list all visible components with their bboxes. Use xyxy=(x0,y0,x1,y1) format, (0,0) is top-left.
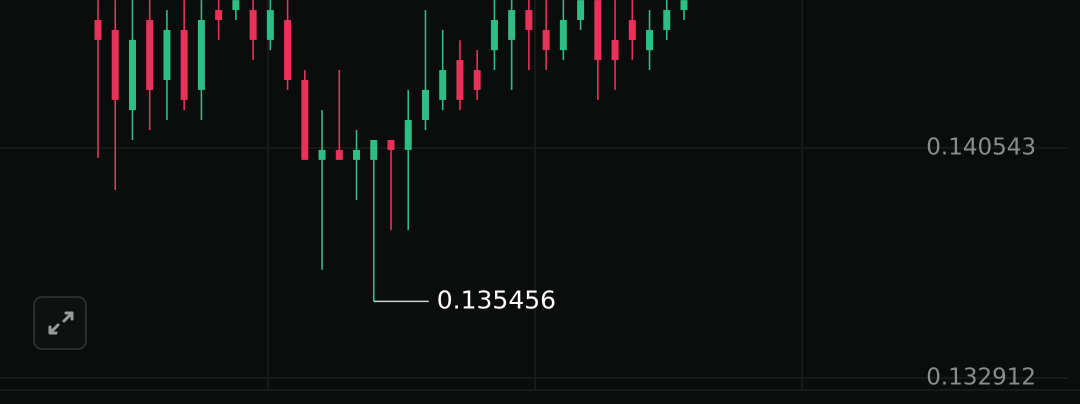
candle-body xyxy=(163,29,171,80)
candle-body xyxy=(387,139,395,150)
candle-body xyxy=(353,149,361,160)
candle-body xyxy=(628,20,636,40)
candle-body xyxy=(594,0,602,61)
y-tick-label: 0.140543 xyxy=(926,135,1036,161)
candle-body xyxy=(508,10,516,40)
candle-body xyxy=(421,89,429,121)
candle-body xyxy=(318,149,326,160)
y-tick-label: 0.132912 xyxy=(926,365,1036,391)
candle-body xyxy=(128,39,136,111)
candle-body xyxy=(301,79,309,160)
candle-body xyxy=(232,0,240,11)
candle-body xyxy=(680,0,688,11)
candle-body xyxy=(439,70,447,100)
candle-body xyxy=(611,39,619,61)
candle-body xyxy=(473,70,481,90)
expand-icon[interactable] xyxy=(48,311,74,335)
candle-body xyxy=(249,10,257,40)
candles xyxy=(94,0,688,302)
candle-body xyxy=(284,20,292,80)
candle-body xyxy=(559,20,567,51)
expand-button-bg[interactable] xyxy=(33,296,87,350)
candle-body xyxy=(646,29,654,51)
candle-body xyxy=(577,0,585,21)
candle-body xyxy=(490,20,498,51)
low-marker-label: 0.135456 xyxy=(437,285,556,314)
candle-body xyxy=(146,20,154,90)
candle-body xyxy=(266,10,274,40)
grid xyxy=(0,147,1068,379)
expand-button[interactable] xyxy=(33,296,87,350)
labels: 0.140543 0.132912 0.135456 xyxy=(373,135,1036,391)
candle-body xyxy=(542,29,550,51)
candle-body xyxy=(525,10,533,30)
candle-body xyxy=(180,29,188,100)
candle-body xyxy=(215,10,223,21)
candle-body xyxy=(370,139,378,160)
candle-body xyxy=(111,29,119,100)
candle-body xyxy=(94,20,102,40)
candle-body xyxy=(456,60,464,100)
candle-body xyxy=(335,149,343,160)
candle-body xyxy=(197,20,205,90)
candle-body xyxy=(404,120,412,150)
candle-body xyxy=(663,10,671,30)
